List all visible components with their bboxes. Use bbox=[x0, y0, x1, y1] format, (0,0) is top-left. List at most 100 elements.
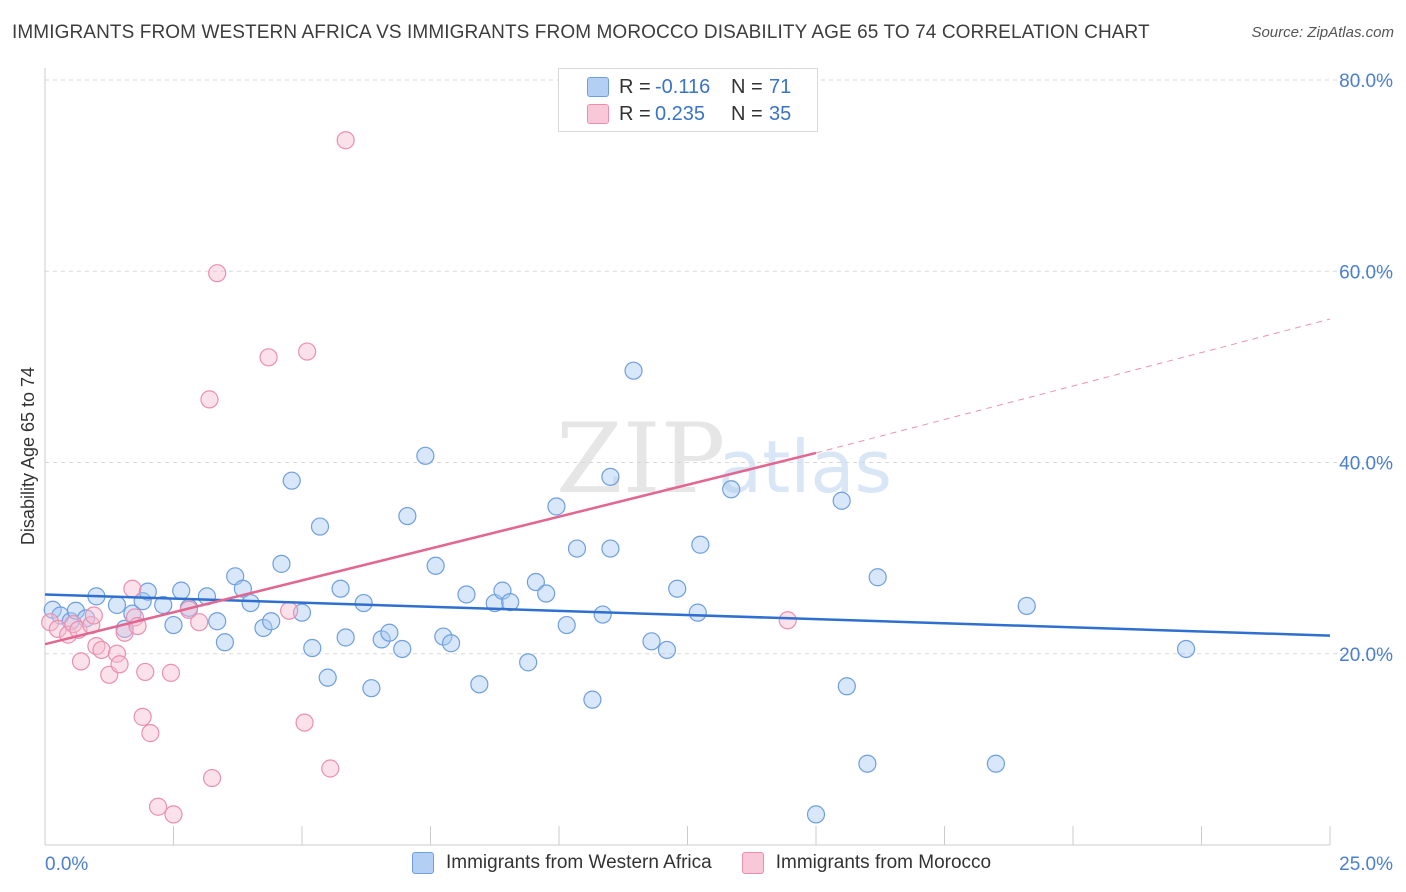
point-western-africa bbox=[380, 623, 399, 642]
point-western-africa bbox=[303, 638, 322, 658]
point-morocco bbox=[202, 768, 222, 788]
point-western-africa bbox=[172, 581, 191, 600]
point-morocco bbox=[110, 655, 129, 674]
point-western-africa bbox=[398, 506, 417, 526]
point-western-africa bbox=[426, 556, 445, 575]
point-morocco bbox=[107, 644, 127, 663]
legend-row-western-africa: R = -0.116 N = 71 bbox=[587, 74, 791, 100]
trend-line-western-africa bbox=[44, 593, 1331, 637]
y-tick-label: 20.0% bbox=[1339, 645, 1393, 666]
point-morocco bbox=[148, 797, 168, 816]
point-western-africa bbox=[691, 535, 710, 554]
point-morocco bbox=[84, 606, 103, 625]
legend-swatch-western-africa bbox=[587, 77, 609, 97]
point-morocco bbox=[259, 348, 278, 367]
point-morocco bbox=[164, 805, 183, 824]
point-morocco bbox=[92, 640, 111, 660]
point-western-africa bbox=[282, 471, 301, 490]
legend-item-morocco[interactable]: Immigrants from Morocco bbox=[741, 852, 992, 874]
legend-r-value: 0.235 bbox=[655, 102, 706, 125]
point-western-africa bbox=[164, 615, 183, 635]
point-western-africa bbox=[601, 467, 620, 486]
y-tick-label: 40.0% bbox=[1339, 454, 1393, 475]
legend-row-morocco: R = 0.235 N = 35 bbox=[587, 101, 791, 127]
y-tick-label: 80.0% bbox=[1339, 71, 1393, 92]
legend-label-morocco: Immigrants from Morocco bbox=[775, 852, 992, 873]
y-tick-label: 60.0% bbox=[1339, 262, 1393, 283]
legend-swatch-morocco bbox=[587, 104, 609, 124]
point-western-africa bbox=[837, 677, 856, 696]
point-western-africa bbox=[362, 679, 381, 698]
legend-n-value: 35 bbox=[769, 102, 792, 125]
point-western-africa bbox=[470, 675, 489, 694]
point-western-africa bbox=[986, 754, 1006, 773]
point-morocco bbox=[208, 264, 227, 283]
point-western-africa bbox=[241, 593, 260, 613]
trend-line-morocco bbox=[44, 451, 817, 646]
point-western-africa bbox=[1176, 639, 1196, 659]
x-tick-label: 25.0% bbox=[1339, 854, 1393, 875]
point-western-africa bbox=[722, 480, 741, 499]
correlation-legend: R = -0.116 N = 71 R = 0.235 N = 35 bbox=[558, 68, 818, 132]
point-western-africa bbox=[215, 633, 234, 652]
point-morocco bbox=[298, 342, 317, 361]
gridlines bbox=[45, 79, 1392, 655]
point-western-africa bbox=[657, 640, 677, 660]
series-legend: Immigrants from Western Africa Immigrant… bbox=[412, 852, 1021, 874]
point-western-africa bbox=[107, 595, 127, 615]
point-western-africa bbox=[642, 632, 661, 651]
watermark-zip: ZIP bbox=[556, 403, 725, 515]
point-western-africa bbox=[441, 634, 461, 653]
point-western-africa bbox=[457, 585, 476, 604]
point-western-africa bbox=[138, 582, 157, 601]
point-western-africa bbox=[547, 497, 566, 516]
point-western-africa bbox=[208, 612, 227, 631]
point-western-africa bbox=[272, 554, 291, 573]
point-morocco bbox=[123, 579, 142, 598]
source-credit: Source: ZipAtlas.com bbox=[1251, 24, 1394, 41]
point-morocco bbox=[778, 611, 797, 630]
point-western-africa bbox=[519, 653, 538, 672]
watermark-atlas: atlas bbox=[718, 425, 892, 509]
x-tick-label: 0.0% bbox=[45, 854, 88, 875]
point-western-africa bbox=[601, 539, 620, 558]
legend-r-label: R = bbox=[619, 102, 651, 125]
point-western-africa bbox=[526, 572, 545, 592]
point-western-africa bbox=[1017, 596, 1036, 616]
point-morocco bbox=[200, 390, 219, 409]
tick-labels: 20.0% 40.0% 60.0% 80.0% 0.0% 25.0% bbox=[45, 71, 1393, 875]
point-western-africa bbox=[262, 612, 281, 631]
point-western-africa bbox=[66, 601, 85, 620]
point-morocco bbox=[336, 131, 355, 150]
point-western-africa bbox=[310, 517, 330, 536]
point-morocco bbox=[321, 759, 340, 778]
legend-item-western-africa[interactable]: Immigrants from Western Africa bbox=[412, 852, 712, 874]
series-western-africa-points bbox=[43, 361, 1196, 824]
legend-r-label: R = bbox=[619, 75, 651, 98]
point-morocco bbox=[295, 713, 314, 732]
trend-extension-morocco bbox=[815, 318, 1331, 454]
point-western-africa bbox=[354, 593, 373, 613]
trend-lines bbox=[44, 318, 1331, 646]
point-western-africa bbox=[567, 539, 587, 558]
point-western-africa bbox=[858, 754, 877, 773]
point-western-africa bbox=[668, 579, 687, 598]
legend-label-western-africa: Immigrants from Western Africa bbox=[446, 852, 712, 873]
point-morocco bbox=[141, 724, 160, 743]
point-western-africa bbox=[806, 805, 826, 824]
point-morocco bbox=[133, 707, 152, 726]
point-western-africa bbox=[393, 639, 412, 659]
point-morocco bbox=[71, 652, 91, 671]
point-morocco bbox=[190, 613, 209, 632]
legend-swatch-morocco bbox=[741, 852, 764, 874]
point-western-africa bbox=[336, 628, 355, 647]
point-morocco bbox=[161, 663, 181, 682]
point-western-africa bbox=[501, 593, 520, 612]
chart-title: IMMIGRANTS FROM WESTERN AFRICA VS IMMIGR… bbox=[12, 22, 1150, 43]
point-western-africa bbox=[593, 605, 612, 624]
point-western-africa bbox=[331, 579, 350, 598]
point-western-africa bbox=[154, 595, 173, 615]
point-western-africa bbox=[688, 603, 707, 622]
watermark: ZIP atlas bbox=[556, 403, 892, 515]
